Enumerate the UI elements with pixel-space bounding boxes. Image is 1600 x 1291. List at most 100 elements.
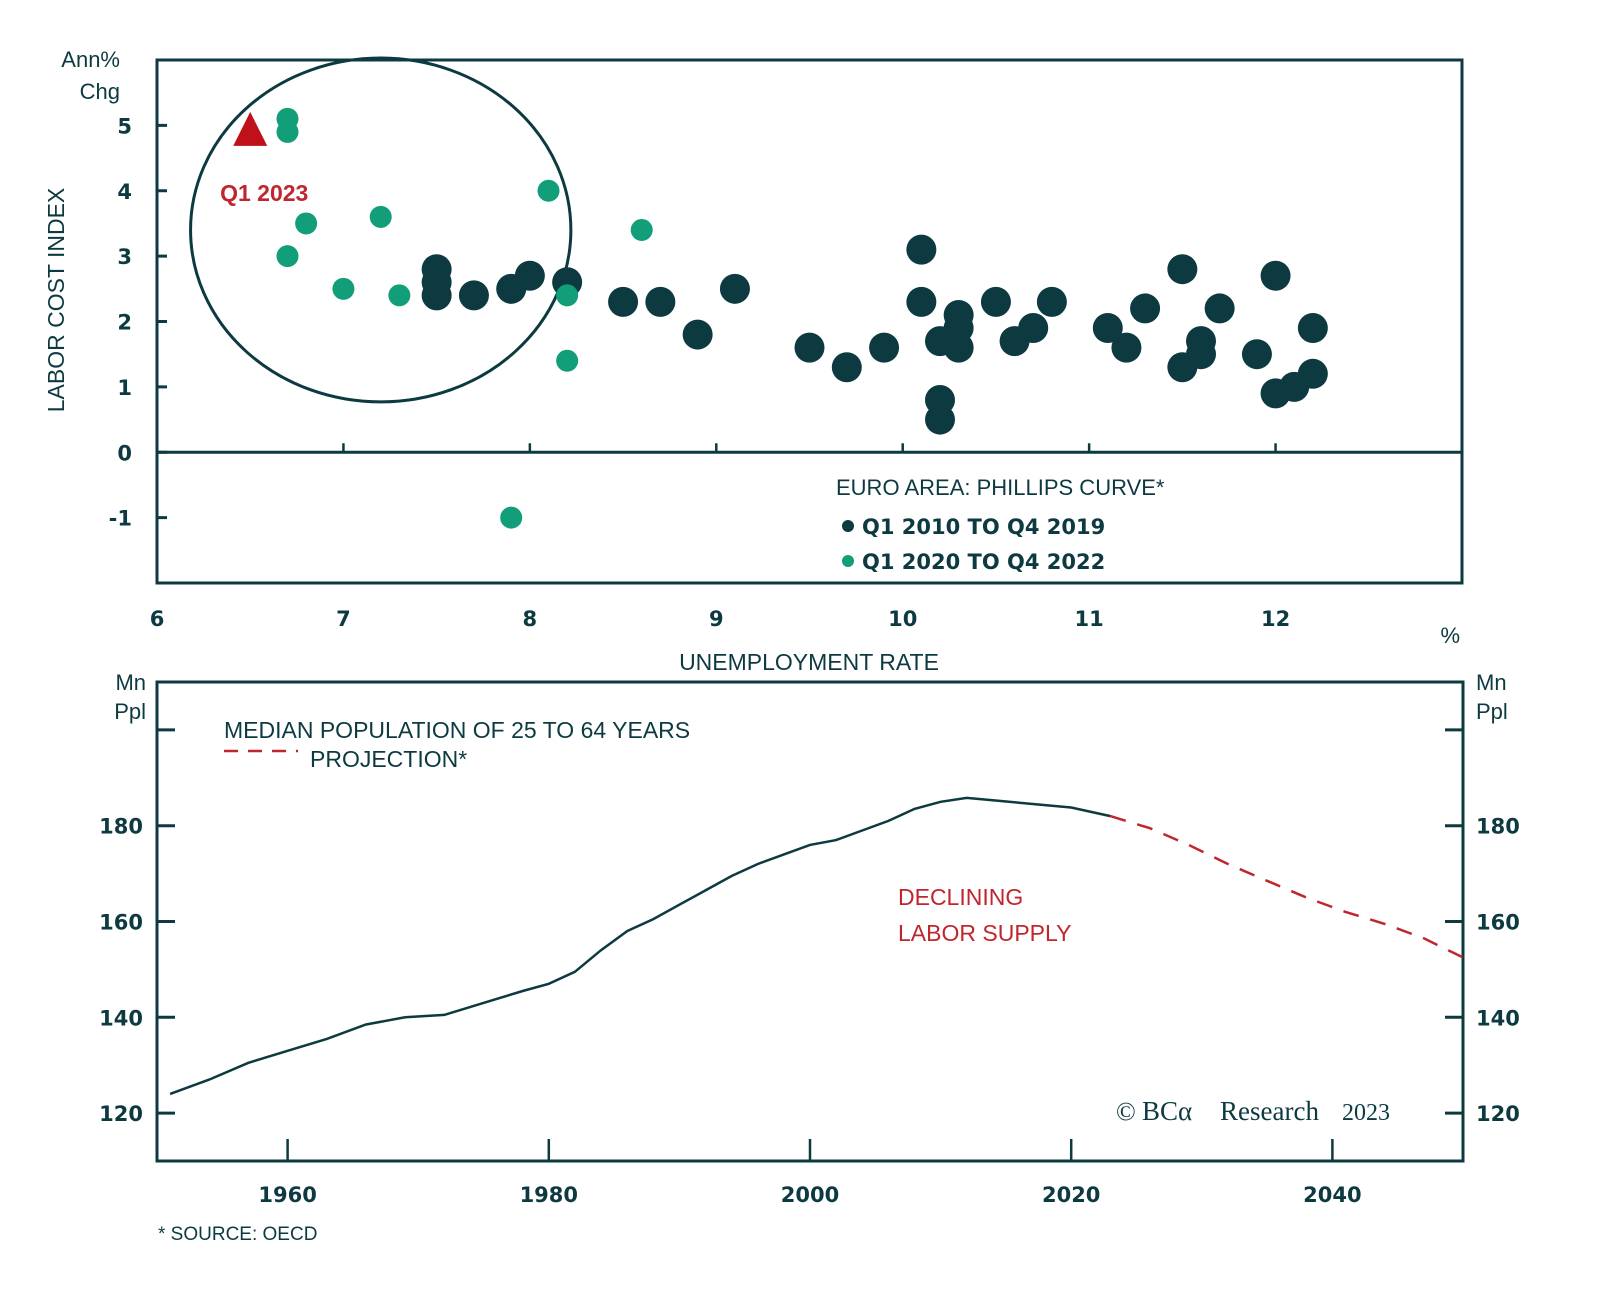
right-y-unit-line1: Mn <box>1476 670 1507 695</box>
bca-watermark: © BCα Research 2023 <box>1116 1096 1390 1126</box>
point-2020-2022 <box>276 245 299 268</box>
y-tick-label: 1 <box>117 376 132 400</box>
point-2010-2019 <box>1130 293 1161 324</box>
annotation-line1: DECLINING <box>898 884 1023 910</box>
right-y-tick-label: 120 <box>1476 1102 1520 1126</box>
point-2020-2022 <box>556 349 579 372</box>
x-tick-label: 1960 <box>258 1183 316 1207</box>
legend: MEDIAN POPULATION OF 25 TO 64 YEARS PROJ… <box>224 717 690 772</box>
point-2010-2019 <box>719 273 750 304</box>
y-tick-label: -1 <box>109 507 132 531</box>
point-2010-2019 <box>906 286 937 317</box>
right-y-tick-label: 140 <box>1476 1006 1520 1030</box>
watermark-year: 2023 <box>1342 1100 1390 1126</box>
point-2010-2019 <box>943 332 974 363</box>
right-y-unit-line2: Ppl <box>1476 699 1508 724</box>
point-2010-2019 <box>831 352 862 383</box>
legend-title: EURO AREA: PHILLIPS CURVE* <box>836 475 1165 500</box>
population-chart: Mn Ppl Mn Ppl 120 120 140 140 160 160 180 180 1… <box>99 670 1520 1207</box>
x-tick-label: 2000 <box>781 1183 839 1207</box>
left-y-tick-label: 160 <box>99 911 143 935</box>
x-tick-label: 8 <box>523 607 538 631</box>
x-tick-label: 1980 <box>520 1183 578 1207</box>
legend-label-2010-2019: Q1 2010 TO Q4 2019 <box>862 515 1105 539</box>
annotation-line2: LABOR SUPPLY <box>898 920 1071 946</box>
legend-label-projection: PROJECTION* <box>310 746 467 772</box>
point-2010-2019 <box>1167 254 1198 285</box>
y-unit-line1: Ann% <box>61 47 120 72</box>
point-2010-2019 <box>1018 313 1049 344</box>
point-2010-2019 <box>1092 313 1123 344</box>
source-footnote: * SOURCE: OECD <box>158 1224 317 1245</box>
legend-marker-2010-2019 <box>842 520 854 532</box>
y-tick-label: 3 <box>117 245 132 269</box>
left-y-tick-label: 140 <box>99 1006 143 1030</box>
legend: EURO AREA: PHILLIPS CURVE* Q1 2010 TO Q4… <box>836 475 1165 574</box>
point-2010-2019 <box>458 280 489 311</box>
point-2010-2019 <box>421 280 452 311</box>
point-2020-2022 <box>500 506 523 529</box>
point-2010-2019 <box>1204 293 1235 324</box>
point-2020-2022 <box>332 277 355 300</box>
point-2010-2019 <box>906 234 937 265</box>
q1-2023-label: Q1 2023 <box>220 180 308 206</box>
legend-label-median-population: MEDIAN POPULATION OF 25 TO 64 YEARS <box>224 717 690 743</box>
y-tick-label: 2 <box>117 311 132 335</box>
point-2020-2022 <box>630 218 653 241</box>
point-2010-2019 <box>1111 332 1142 363</box>
x-unit-label: % <box>1440 623 1460 648</box>
y-tick-label: 0 <box>117 441 132 465</box>
point-2010-2019 <box>980 286 1011 317</box>
y-axis-title: LABOR COST INDEX <box>43 188 69 413</box>
point-2010-2019 <box>869 332 900 363</box>
point-2020-2022 <box>556 284 579 307</box>
copyright-symbol: © <box>1116 1097 1136 1126</box>
right-y-tick-label: 180 <box>1476 815 1520 839</box>
point-2020-2022 <box>537 179 560 202</box>
x-axis-title: UNEMPLOYMENT RATE <box>679 649 939 675</box>
population-line <box>169 796 1111 1096</box>
x-tick-label: 11 <box>1075 607 1104 631</box>
point-2010-2019 <box>1297 313 1328 344</box>
point-2020-2022 <box>276 120 299 143</box>
watermark-brand: BCα <box>1142 1096 1192 1126</box>
x-tick-label: 2020 <box>1042 1183 1100 1207</box>
x-tick-label: 12 <box>1261 607 1290 631</box>
x-tick-label: 7 <box>336 607 351 631</box>
point-2010-2019 <box>645 286 676 317</box>
point-2010-2019 <box>1186 339 1216 370</box>
highlight-circle <box>189 56 573 404</box>
x-tick-label: 9 <box>709 607 724 631</box>
legend-label-2020-2022: Q1 2020 TO Q4 2022 <box>862 550 1105 574</box>
point-2010-2019 <box>608 286 639 317</box>
x-tick-label: 10 <box>888 607 917 631</box>
point-2010-2019 <box>514 260 545 291</box>
point-2010-2019 <box>794 332 825 363</box>
point-2020-2022 <box>295 212 318 235</box>
point-2010-2019 <box>1297 358 1328 389</box>
x-tick-label: 6 <box>150 607 165 631</box>
left-y-tick-label: 120 <box>99 1102 143 1126</box>
q1-2023-triangle-marker <box>233 111 268 146</box>
left-y-unit-line1: Mn <box>115 670 146 695</box>
point-2020-2022 <box>388 284 411 307</box>
y-tick-label: 5 <box>117 114 132 138</box>
plot-frame <box>155 58 1464 585</box>
point-2010-2019 <box>682 319 713 350</box>
point-2010-2019 <box>1036 286 1067 317</box>
y-tick-label: 4 <box>117 180 132 204</box>
point-2020-2022 <box>369 205 392 228</box>
right-y-tick-label: 160 <box>1476 911 1520 935</box>
point-2010-2019 <box>925 404 955 435</box>
point-2010-2019 <box>1260 260 1291 291</box>
point-2010-2019 <box>1241 339 1272 370</box>
x-tick-label: 2040 <box>1303 1183 1361 1207</box>
y-unit-line2: Chg <box>80 79 120 104</box>
left-y-tick-label: 180 <box>99 815 143 839</box>
left-y-unit-line2: Ppl <box>114 699 146 724</box>
projection-line <box>1110 814 1464 959</box>
watermark-text: Research <box>1220 1096 1319 1126</box>
legend-marker-2020-2022 <box>842 555 854 567</box>
